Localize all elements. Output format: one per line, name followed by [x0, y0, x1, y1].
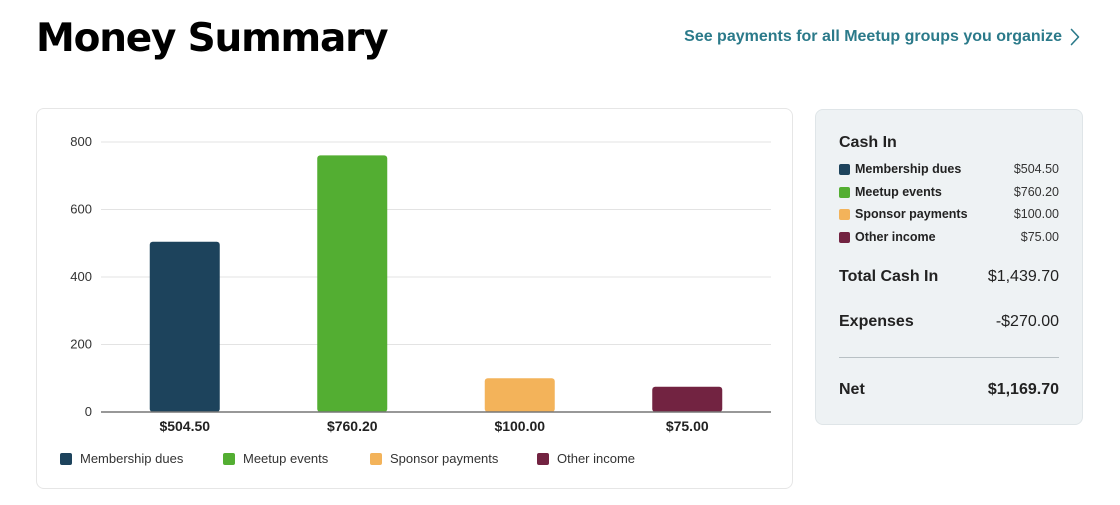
membership-dues-swatch — [839, 163, 850, 175]
y-tick-label: 0 — [85, 404, 92, 419]
legend-item: Sponsor payments — [370, 451, 498, 466]
bar-value-label: $760.20 — [327, 418, 378, 434]
chart-legend: Membership dues Meetup events Sponsor paym… — [60, 451, 760, 467]
total-cash-in-label: Total Cash In — [839, 268, 939, 285]
legend-swatch — [60, 452, 72, 465]
expenses-label: Expenses — [839, 313, 914, 330]
legend-swatch — [223, 452, 235, 465]
cash-row-value: $760.20 — [1013, 185, 1059, 199]
bar-sponsor-payments — [484, 378, 555, 412]
cash-row-label: Other income — [855, 230, 936, 244]
expenses-value: -$270.00 — [995, 313, 1059, 330]
y-tick-label: 600 — [70, 202, 92, 217]
meetup-events-swatch — [839, 186, 850, 198]
net-value: $1,169.70 — [987, 381, 1059, 398]
cash-summary-panel: Cash In Membership dues $504.50 Meetup e… — [815, 109, 1083, 425]
legend-label: Other income — [557, 451, 636, 466]
bar-value-label: $100.00 — [494, 418, 545, 434]
cash-row-label: Sponsor payments — [855, 207, 968, 221]
page-title: Money Summary — [36, 16, 389, 61]
summary-divider — [839, 357, 1059, 358]
chart-card: 0 200 400 600 800 $504.50 $760.20 $100.00 $75.00… — [36, 108, 793, 489]
legend-item: Membership dues — [60, 451, 183, 466]
total-cash-in-value: $1,439.70 — [987, 268, 1059, 285]
y-tick-label: 800 — [70, 134, 92, 149]
cash-row-value: $75.00 — [1020, 230, 1059, 244]
net-row: Net $1,169.70 — [839, 381, 1059, 399]
cash-in-bar-chart: 0 200 400 600 800 $504.50 $760.20 $100.00 $75.00 — [70, 134, 771, 434]
legend-label: Sponsor payments — [390, 451, 499, 466]
cash-row-membership-dues: Membership dues $504.50 — [839, 161, 1059, 177]
legend-swatch — [537, 452, 549, 465]
chevron-right-icon — [1070, 28, 1080, 46]
cash-row-label: Membership dues — [855, 162, 962, 176]
net-label: Net — [839, 381, 865, 398]
cash-row-value: $504.50 — [1013, 162, 1059, 176]
cash-in-heading: Cash In — [839, 134, 897, 151]
sponsor-payments-swatch — [839, 208, 850, 220]
bar-meetup-events — [317, 155, 388, 412]
cash-row-other-income: Other income $75.00 — [839, 229, 1059, 245]
bar-membership-dues — [149, 241, 220, 412]
total-cash-in-row: Total Cash In $1,439.70 — [839, 268, 1059, 286]
all-groups-payments-link-label: See payments for all Meetup groups you o… — [684, 28, 1062, 45]
legend-swatch — [370, 452, 382, 465]
legend-label: Membership dues — [80, 451, 184, 466]
legend-label: Meetup events — [243, 451, 329, 466]
y-tick-label: 200 — [70, 337, 92, 352]
cash-row-label: Meetup events — [855, 185, 942, 199]
cash-row-sponsor-payments: Sponsor payments $100.00 — [839, 206, 1059, 222]
cash-row-value: $100.00 — [1013, 207, 1059, 221]
expenses-row: Expenses -$270.00 — [839, 313, 1059, 331]
cash-row-meetup-events: Meetup events $760.20 — [839, 184, 1059, 200]
y-tick-label: 400 — [70, 269, 92, 284]
all-groups-payments-link[interactable]: See payments for all Meetup groups you o… — [684, 28, 1080, 46]
bar-value-label: $75.00 — [666, 418, 709, 434]
other-income-swatch — [839, 231, 850, 243]
legend-item: Other income — [537, 451, 635, 466]
bar-other-income — [652, 386, 723, 412]
bar-value-label: $504.50 — [159, 418, 210, 434]
legend-item: Meetup events — [223, 451, 328, 466]
